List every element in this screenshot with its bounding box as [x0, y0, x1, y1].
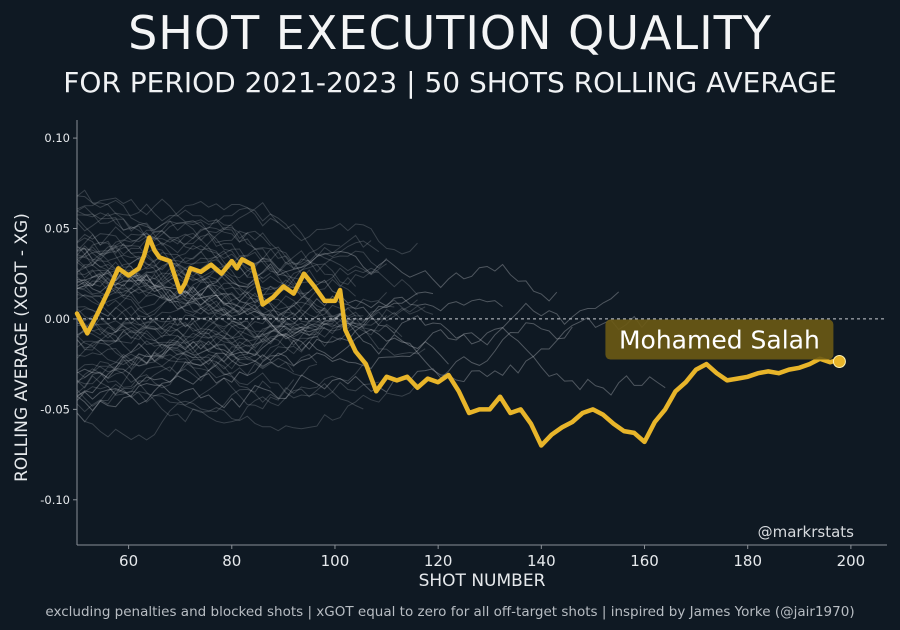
chart-title: SHOT EXECUTION QUALITY	[128, 6, 772, 60]
y-tick-label: 0.00	[44, 312, 70, 326]
other-player-series-line	[76, 306, 364, 339]
other-player-series-line	[76, 324, 295, 373]
other-player-series-line	[76, 220, 387, 276]
highlight-series-end-marker	[832, 355, 846, 369]
other-player-series-line	[76, 292, 387, 355]
other-player-series-line	[76, 357, 379, 399]
highlight-label-box	[605, 319, 834, 360]
x-tick-label: 120	[424, 552, 453, 570]
other-player-series-line	[76, 315, 651, 405]
other-player-series-line	[76, 287, 248, 326]
highlight-series-label: Mohamed Salah	[619, 326, 820, 355]
other-player-series-line	[76, 375, 364, 424]
other-player-series-line	[76, 314, 387, 413]
other-player-series-line	[76, 279, 356, 329]
x-axis-label: SHOT NUMBER	[419, 571, 546, 591]
chart-subtitle: FOR PERIOD 2021-2023 | 50 SHOTS ROLLING …	[63, 66, 837, 99]
y-tick-label: -0.10	[40, 493, 70, 507]
other-player-series-line	[76, 339, 240, 366]
other-player-series-line	[76, 189, 310, 265]
other-player-series-line	[76, 353, 318, 407]
other-player-series-line	[76, 233, 310, 338]
other-player-series-line	[76, 200, 380, 267]
other-player-series-line	[76, 294, 318, 339]
other-player-series-line	[76, 313, 232, 394]
other-player-series-line	[76, 356, 372, 403]
other-player-series-line	[76, 250, 380, 284]
other-player-series-line	[76, 201, 279, 231]
other-player-series-line	[76, 269, 503, 316]
x-tick-labels: 60 80 100 120 140 160 180 200	[119, 545, 865, 570]
other-player-series-line	[76, 234, 372, 312]
other-player-series-line	[76, 291, 248, 366]
y-tick-labels: -0.10 -0.05 0.00 0.05 0.10	[40, 131, 77, 507]
other-player-series-line	[76, 197, 418, 255]
other-player-series-line	[76, 340, 232, 379]
other-player-series-line	[76, 312, 349, 359]
other-player-series-line	[76, 230, 271, 280]
other-player-series-line	[76, 241, 325, 319]
other-player-series-line	[76, 250, 558, 302]
other-player-series-line	[76, 237, 387, 297]
y-tick-label: -0.05	[40, 402, 70, 416]
y-axis-label: ROLLING AVERAGE (XGOT - XG)	[12, 213, 32, 482]
footer-note: excluding penalties and blocked shots | …	[45, 604, 855, 620]
other-player-series-line	[76, 306, 403, 332]
other-player-series-line	[76, 316, 403, 347]
other-player-series-line	[76, 306, 426, 382]
other-player-series-line	[76, 322, 573, 412]
other-player-series-line	[76, 274, 620, 355]
y-tick-label: 0.10	[44, 131, 70, 145]
other-player-series-line	[76, 288, 357, 336]
other-player-series-line	[76, 269, 325, 323]
other-player-series-line	[76, 272, 395, 342]
other-player-series-line	[76, 380, 271, 413]
other-player-series-line	[76, 220, 248, 264]
other-player-series-line	[76, 288, 356, 325]
other-player-series-line	[76, 383, 418, 432]
other-player-series-line	[76, 333, 287, 389]
other-player-series-line	[76, 270, 302, 313]
x-tick-label: 140	[527, 552, 556, 570]
other-player-series-line	[76, 261, 233, 317]
other-player-series-line	[76, 233, 310, 293]
x-tick-label: 180	[733, 552, 762, 570]
other-player-series-line	[76, 217, 341, 266]
other-player-series-line	[76, 258, 310, 295]
x-tick-label: 160	[630, 552, 659, 570]
other-player-series-line	[76, 341, 449, 385]
credit-text: @markrstats	[758, 523, 855, 541]
other-players-series-group	[76, 189, 666, 441]
other-player-series-line	[76, 205, 294, 319]
other-player-series-line	[76, 213, 318, 287]
other-player-series-line	[76, 246, 233, 301]
x-tick-label: 100	[321, 552, 350, 570]
other-player-series-line	[76, 319, 325, 356]
other-player-series-line	[76, 291, 434, 398]
y-tick-label: 0.05	[44, 222, 70, 236]
x-tick-label: 200	[837, 552, 866, 570]
x-tick-label: 60	[119, 552, 138, 570]
other-player-series-line	[76, 228, 356, 297]
other-player-series-line	[76, 212, 271, 247]
other-player-series-line	[76, 299, 434, 361]
other-player-series-line	[76, 308, 248, 349]
other-player-series-line	[76, 244, 418, 322]
x-tick-label: 80	[222, 552, 241, 570]
other-player-series-line	[76, 346, 318, 376]
other-player-series-line	[76, 271, 666, 396]
other-player-series-line	[76, 276, 356, 335]
other-player-series-line	[76, 319, 287, 356]
other-player-series-line	[76, 377, 295, 441]
highlight-series-line	[74, 235, 838, 448]
